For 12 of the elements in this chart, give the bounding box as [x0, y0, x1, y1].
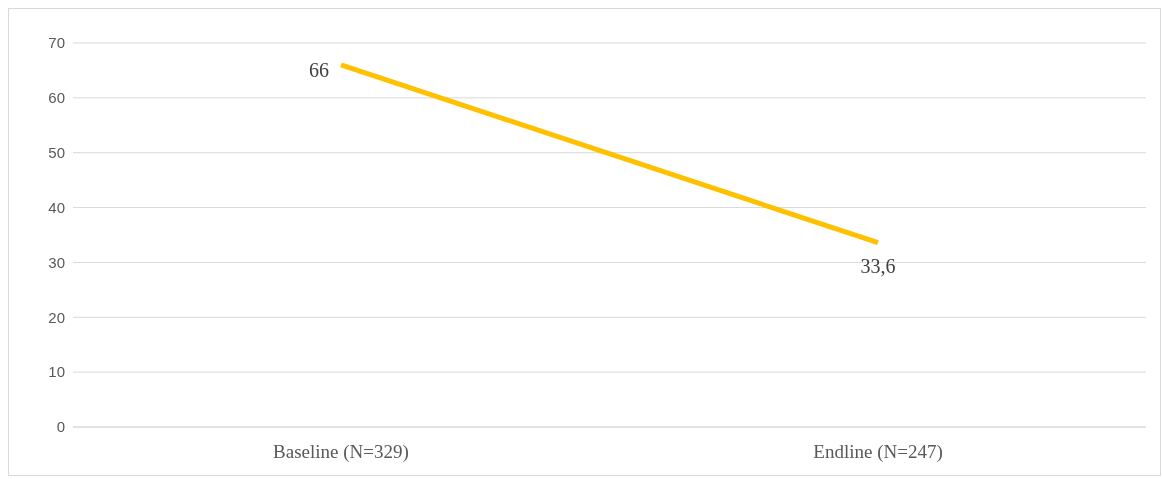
y-tick-label: 50 [48, 144, 65, 162]
x-tick-label: Baseline (N=329) [273, 441, 409, 464]
y-tick-label: 30 [48, 253, 65, 271]
y-tick-label: 10 [48, 363, 65, 381]
y-tick-label: 20 [48, 308, 65, 326]
y-tick-label: 70 [48, 34, 65, 52]
y-tick-label: 60 [48, 89, 65, 107]
y-tick-label: 40 [48, 198, 65, 216]
x-tick-label: Endline (N=247) [813, 441, 943, 464]
data-label: 33,6 [860, 254, 896, 277]
y-tick-label: 0 [56, 418, 65, 436]
data-label: 66 [309, 58, 329, 81]
